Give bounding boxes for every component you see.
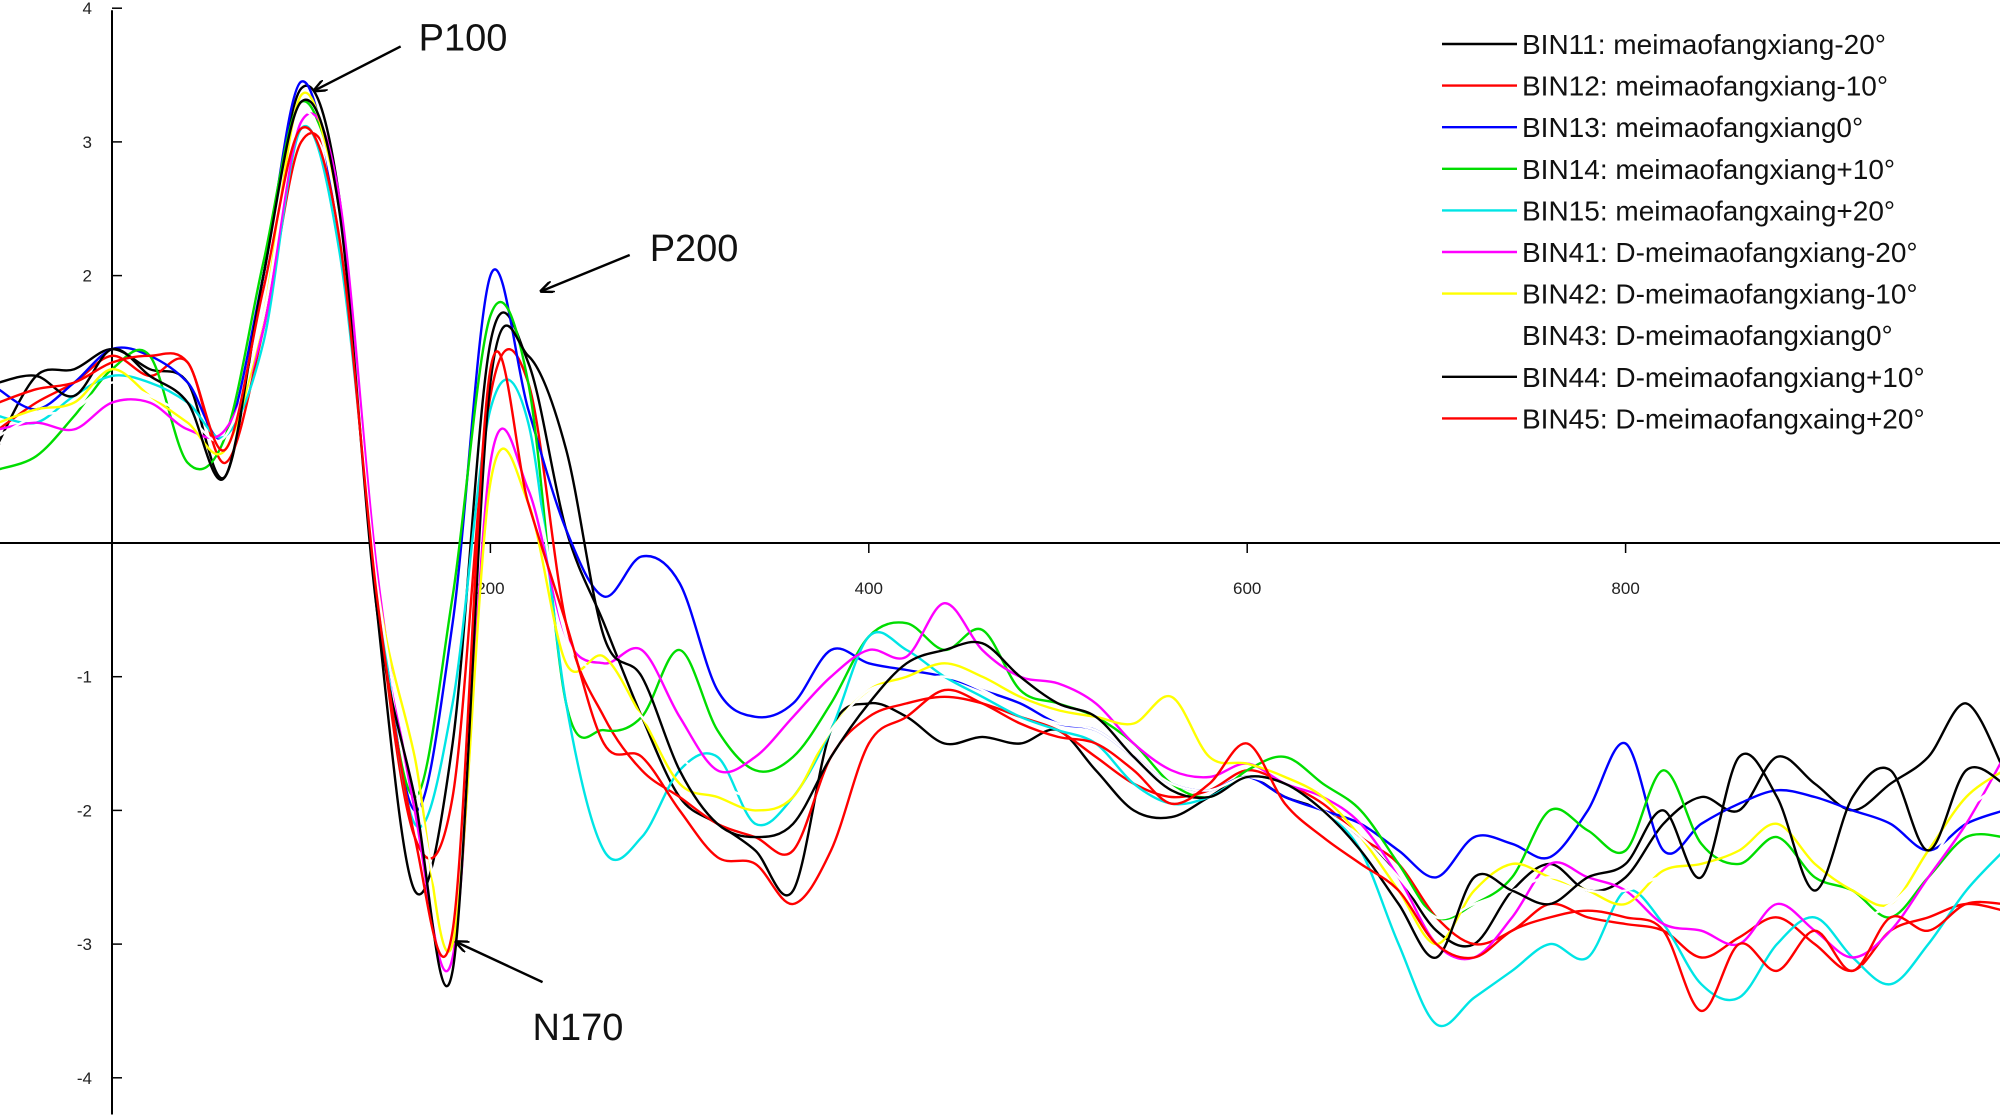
x-tick-label: 800 [1611, 579, 1639, 598]
x-tick-label: 400 [855, 579, 883, 598]
legend-label: BIN45: D-meimaofangxaing+20° [1522, 403, 1925, 434]
y-tick-label: 3 [83, 133, 92, 152]
annotation-arrow [542, 253, 631, 291]
y-tick-label: 2 [83, 267, 92, 286]
y-tick-label: -3 [77, 935, 92, 954]
legend-label: BIN15: meimaofangxaing+20° [1522, 195, 1895, 226]
legend-label: BIN43: D-meimaofangxiang0° [1522, 320, 1893, 351]
y-tick-label: 4 [83, 0, 92, 18]
annotations: P100 P200 N170 [315, 17, 739, 1049]
annotation-arrow [315, 45, 402, 90]
y-tick-label: -1 [77, 668, 92, 687]
legend-label: BIN12: meimaofangxiang-10° [1522, 71, 1888, 102]
y-tick-label: -4 [77, 1069, 92, 1088]
x-tick-label: 200 [476, 579, 504, 598]
series-line-9 [0, 98, 2000, 988]
legend-label: BIN44: D-meimaofangxiang+10° [1522, 362, 1925, 393]
series-line-10 [0, 126, 2000, 1013]
legend-label: BIN42: D-meimaofangxiang-10° [1522, 279, 1918, 310]
ticks: 200 400 600 800 4 3 2 -1 -2 -3 -4 [77, 0, 1640, 1088]
annotation-label: P100 [419, 17, 508, 59]
series-line-8 [0, 110, 2000, 920]
annotation-label: P200 [650, 228, 739, 270]
legend-label: BIN14: meimaofangxiang+10° [1522, 154, 1895, 185]
x-tick-label: 600 [1233, 579, 1261, 598]
legend-label: BIN13: meimaofangxiang0° [1522, 112, 1863, 143]
y-tick-label: -2 [77, 801, 92, 820]
legend-label: BIN41: D-meimaofangxiang-20° [1522, 237, 1918, 268]
legend-label: BIN11: meimaofangxiang-20° [1522, 29, 1886, 60]
series-lines [0, 80, 2000, 1028]
legend: BIN11: meimaofangxiang-20° BIN12: meimaof… [1442, 29, 1925, 434]
annotation-label: N170 [533, 1007, 624, 1049]
annotation-arrow [457, 942, 544, 984]
axes [0, 10, 2000, 1115]
